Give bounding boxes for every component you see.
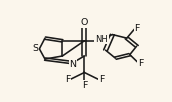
Text: F: F (82, 81, 87, 90)
Text: O: O (81, 18, 88, 27)
Text: NH: NH (95, 35, 108, 44)
Text: F: F (99, 75, 104, 84)
Text: F: F (65, 75, 70, 84)
Text: S: S (33, 44, 39, 53)
Text: F: F (134, 24, 140, 33)
Text: N: N (69, 60, 77, 69)
Text: F: F (138, 59, 144, 68)
